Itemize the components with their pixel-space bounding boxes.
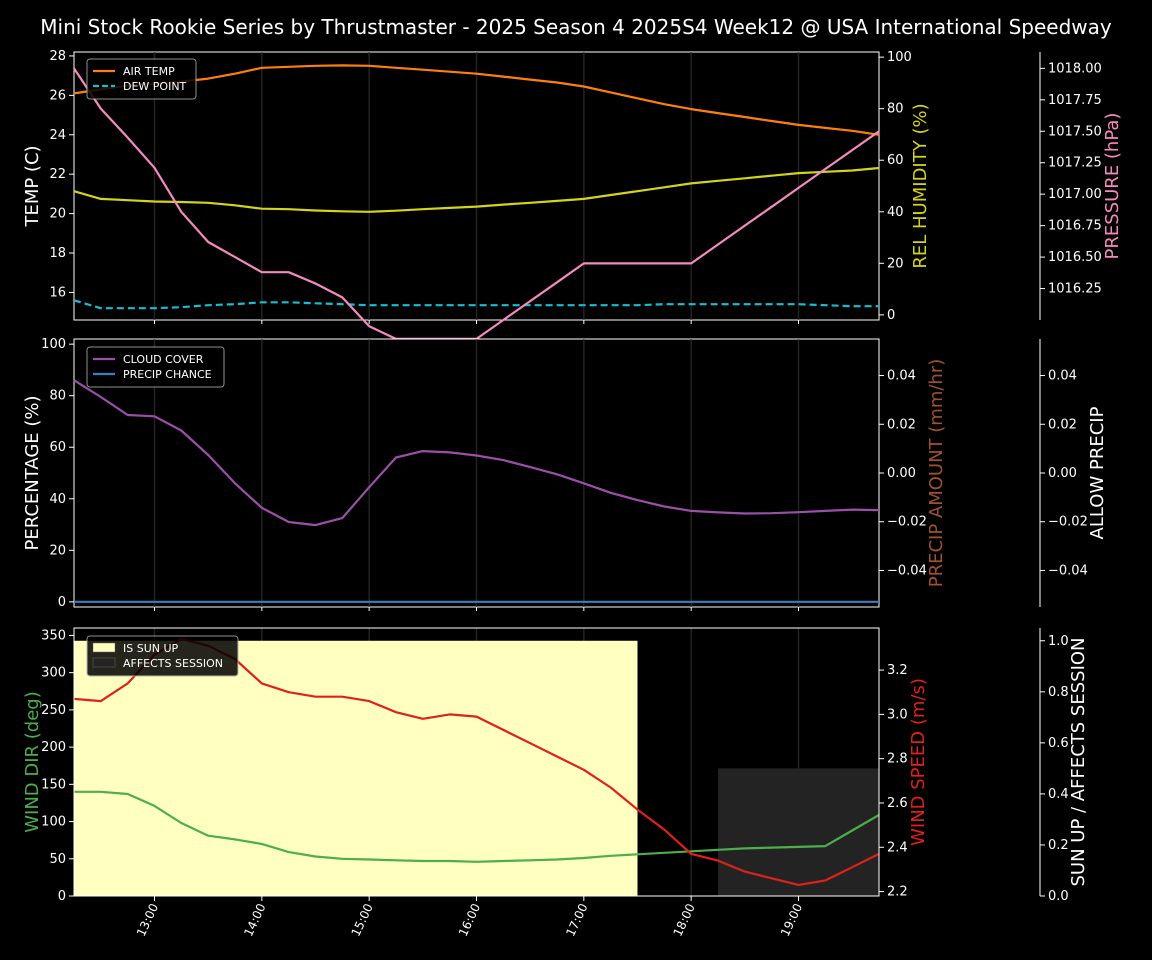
allow-precip-tick-label: 0.04 [1048,369,1077,384]
series-cloud-cover [73,379,880,527]
sun-affects-tick-label: 0.4 [1048,787,1069,802]
wind-speed-tick-label: 3.2 [887,663,908,678]
percentage-tick-label: 0 [58,595,66,610]
humidity-axis-label: REL HUMIDITY (%) [910,103,931,268]
precip-amount-tick-label: 0.00 [887,466,916,481]
percentage-axis-label: PERCENTAGE (%) [22,395,43,550]
sun-affects-tick-label: 0.2 [1048,838,1069,853]
series-rel-humidity [73,166,880,213]
weather-legend-entry: AIR TEMP [123,65,175,78]
temp-tick-label: 22 [49,167,66,182]
percentage-tick-label: 20 [49,543,66,558]
wind-legend-swatch [92,642,116,653]
band-is-sun-up [74,640,638,896]
wind-legend-swatch [92,657,116,668]
temp-tick-label: 16 [49,285,66,300]
band-affects-session [718,768,879,896]
cloud-legend-entry: PRECIP CHANCE [123,368,212,381]
wind-speed-axis-label: WIND SPEED (m/s) [908,678,929,846]
wind-dir-tick-label: 350 [41,628,66,643]
wind-legend-box [86,635,239,677]
pressure-tick-label: 1016.50 [1048,250,1102,265]
pressure-tick-label: 1017.00 [1048,187,1102,202]
percentage-tick-label: 100 [41,337,66,352]
pressure-axis-label: PRESSURE (hPa) [1102,113,1123,260]
wind-dir-tick-label: 100 [41,815,66,830]
cloud-legend-entry: CLOUD COVER [123,353,204,366]
percentage-tick-label: 60 [49,440,66,455]
precip-amount-axis-label: PRECIP AMOUNT (mm/hr) [926,359,947,588]
wind-legend-entry: AFFECTS SESSION [123,657,223,670]
precip-amount-tick-label: −0.04 [887,563,927,578]
wind-dir-tick-label: 300 [41,666,66,681]
wind-dir-tick-label: 250 [41,703,66,718]
pressure-tick-label: 1018.00 [1048,61,1102,76]
temp-tick-label: 26 [49,88,66,103]
allow-precip-tick-label: 0.00 [1048,466,1077,481]
temp-axis-label: TEMP (C) [22,145,43,227]
sun-affects-axis-label: SUN UP / AFFECTS SESSION [1068,637,1089,886]
wind-speed-tick-label: 2.2 [887,885,908,900]
wind-speed-tick-label: 2.8 [887,752,908,767]
pressure-tick-label: 1017.50 [1048,124,1102,139]
sun-affects-tick-label: 0.6 [1048,736,1069,751]
weather-legend-entry: DEW POINT [123,80,187,93]
temp-tick-label: 20 [49,207,66,222]
allow-precip-tick-label: −0.02 [1048,515,1088,530]
humidity-tick-label: 20 [887,256,904,271]
wind-dir-tick-label: 0 [58,889,66,904]
pressure-tick-label: 1017.25 [1048,156,1102,171]
wind-speed-tick-label: 3.0 [887,707,908,722]
percentage-tick-label: 40 [49,492,66,507]
sun-affects-tick-label: 1.0 [1048,634,1069,649]
pressure-tick-label: 1017.75 [1048,93,1102,108]
pressure-tick-label: 1016.25 [1048,282,1102,297]
humidity-tick-label: 80 [887,102,904,117]
series-air-temp [73,64,880,136]
wind-dir-axis-label: WIND DIR (deg) [22,691,43,833]
weather-legend-box [86,58,197,100]
temp-tick-label: 18 [49,246,66,261]
humidity-tick-label: 40 [887,205,904,220]
precip-amount-tick-label: −0.02 [887,515,927,530]
humidity-tick-label: 0 [887,308,895,323]
wind-dir-tick-label: 150 [41,777,66,792]
series-wind-dir [74,790,880,863]
cloud-legend-box [86,346,225,388]
humidity-tick-label: 100 [887,50,912,65]
pressure-tick-label: 1016.75 [1048,219,1102,234]
chart-title: Mini Stock Rookie Series by Thrustmaster… [40,15,1112,39]
humidity-tick-label: 60 [887,153,904,168]
precip-amount-tick-label: 0.02 [887,417,916,432]
series-dew-point [73,299,879,310]
sun-affects-tick-label: 0.8 [1048,685,1069,700]
percentage-tick-label: 80 [49,389,66,404]
precip-amount-tick-label: 0.04 [887,369,916,384]
temp-tick-label: 24 [49,128,66,143]
allow-precip-tick-label: 0.02 [1048,417,1077,432]
wind-dir-tick-label: 50 [49,852,66,867]
allow-precip-tick-label: −0.04 [1048,563,1088,578]
chart-panels: 16 18 20 22 24 26 28 TEMP (C) 0 20 40 60 80 100 REL HU… [22,49,1123,939]
sun-affects-tick-label: 0.0 [1048,889,1069,904]
temp-tick-label: 28 [49,49,66,64]
allow-precip-axis-label: ALLOW PRECIP [1087,406,1108,539]
wind-legend-entry: IS SUN UP [123,642,179,655]
wind-speed-tick-label: 2.4 [887,840,908,855]
wind-speed-tick-label: 2.6 [887,796,908,811]
wind-dir-tick-label: 200 [41,740,66,755]
